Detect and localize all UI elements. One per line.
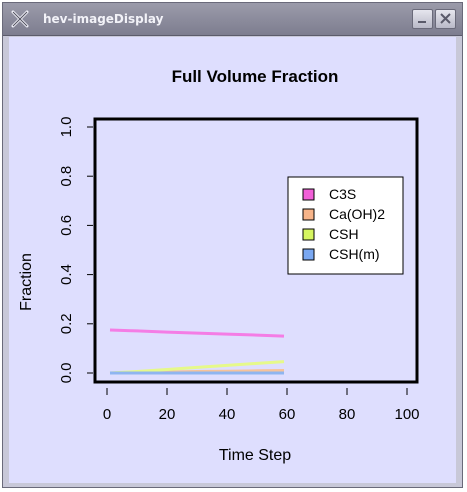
x-tick-label: 0 <box>103 406 111 423</box>
legend: C3S Ca(OH)2 CSH CSH(m) <box>287 176 404 275</box>
close-icon <box>440 13 451 24</box>
legend-label: Ca(OH)2 <box>329 206 385 222</box>
y-tick-label: 0.0 <box>58 363 75 384</box>
window-title: hev-imageDisplay <box>43 12 164 26</box>
minimize-button[interactable] <box>412 9 433 29</box>
y-tick-label: 0.6 <box>58 215 75 236</box>
legend-label: CSH <box>329 226 359 242</box>
y-axis: 0.0 0.2 0.4 0.6 0.8 1.0 <box>58 117 93 384</box>
line-chart: Full Volume Fraction Time Step Fraction … <box>18 67 420 464</box>
title-bar[interactable]: hev-imageDisplay <box>3 3 462 36</box>
legend-label: C3S <box>329 186 356 202</box>
minimize-icon <box>418 21 426 23</box>
close-button[interactable] <box>435 9 456 29</box>
y-axis-label: Fraction <box>18 253 35 311</box>
x-tick-label: 80 <box>339 406 356 423</box>
y-tick-label: 0.2 <box>58 313 75 334</box>
app-window: hev-imageDisplay Full Volume Fraction Ti… <box>2 2 463 488</box>
y-tick-label: 0.8 <box>58 166 75 187</box>
x-axis: 0 20 40 60 80 100 <box>103 388 420 423</box>
legend-swatch <box>302 248 315 261</box>
plot-frame <box>93 117 419 384</box>
y-tick-label: 1.0 <box>58 117 75 138</box>
x-axis-label: Time Step <box>219 447 291 464</box>
legend-swatch <box>302 228 315 241</box>
x-tick-label: 100 <box>394 406 419 423</box>
x-tick-label: 20 <box>159 406 176 423</box>
chart-title: Full Volume Fraction <box>172 67 339 86</box>
x-tick-label: 60 <box>279 406 296 423</box>
x-logo-icon <box>11 10 29 28</box>
legend-swatch <box>302 188 315 201</box>
series-layer <box>109 328 285 375</box>
series-line-c3s <box>109 328 285 338</box>
legend-label: CSH(m) <box>329 246 380 262</box>
legend-swatch <box>302 208 315 221</box>
y-tick-label: 0.4 <box>58 264 75 285</box>
x-tick-label: 40 <box>219 406 236 423</box>
image-display-area: Full Volume Fraction Time Step Fraction … <box>9 37 456 483</box>
